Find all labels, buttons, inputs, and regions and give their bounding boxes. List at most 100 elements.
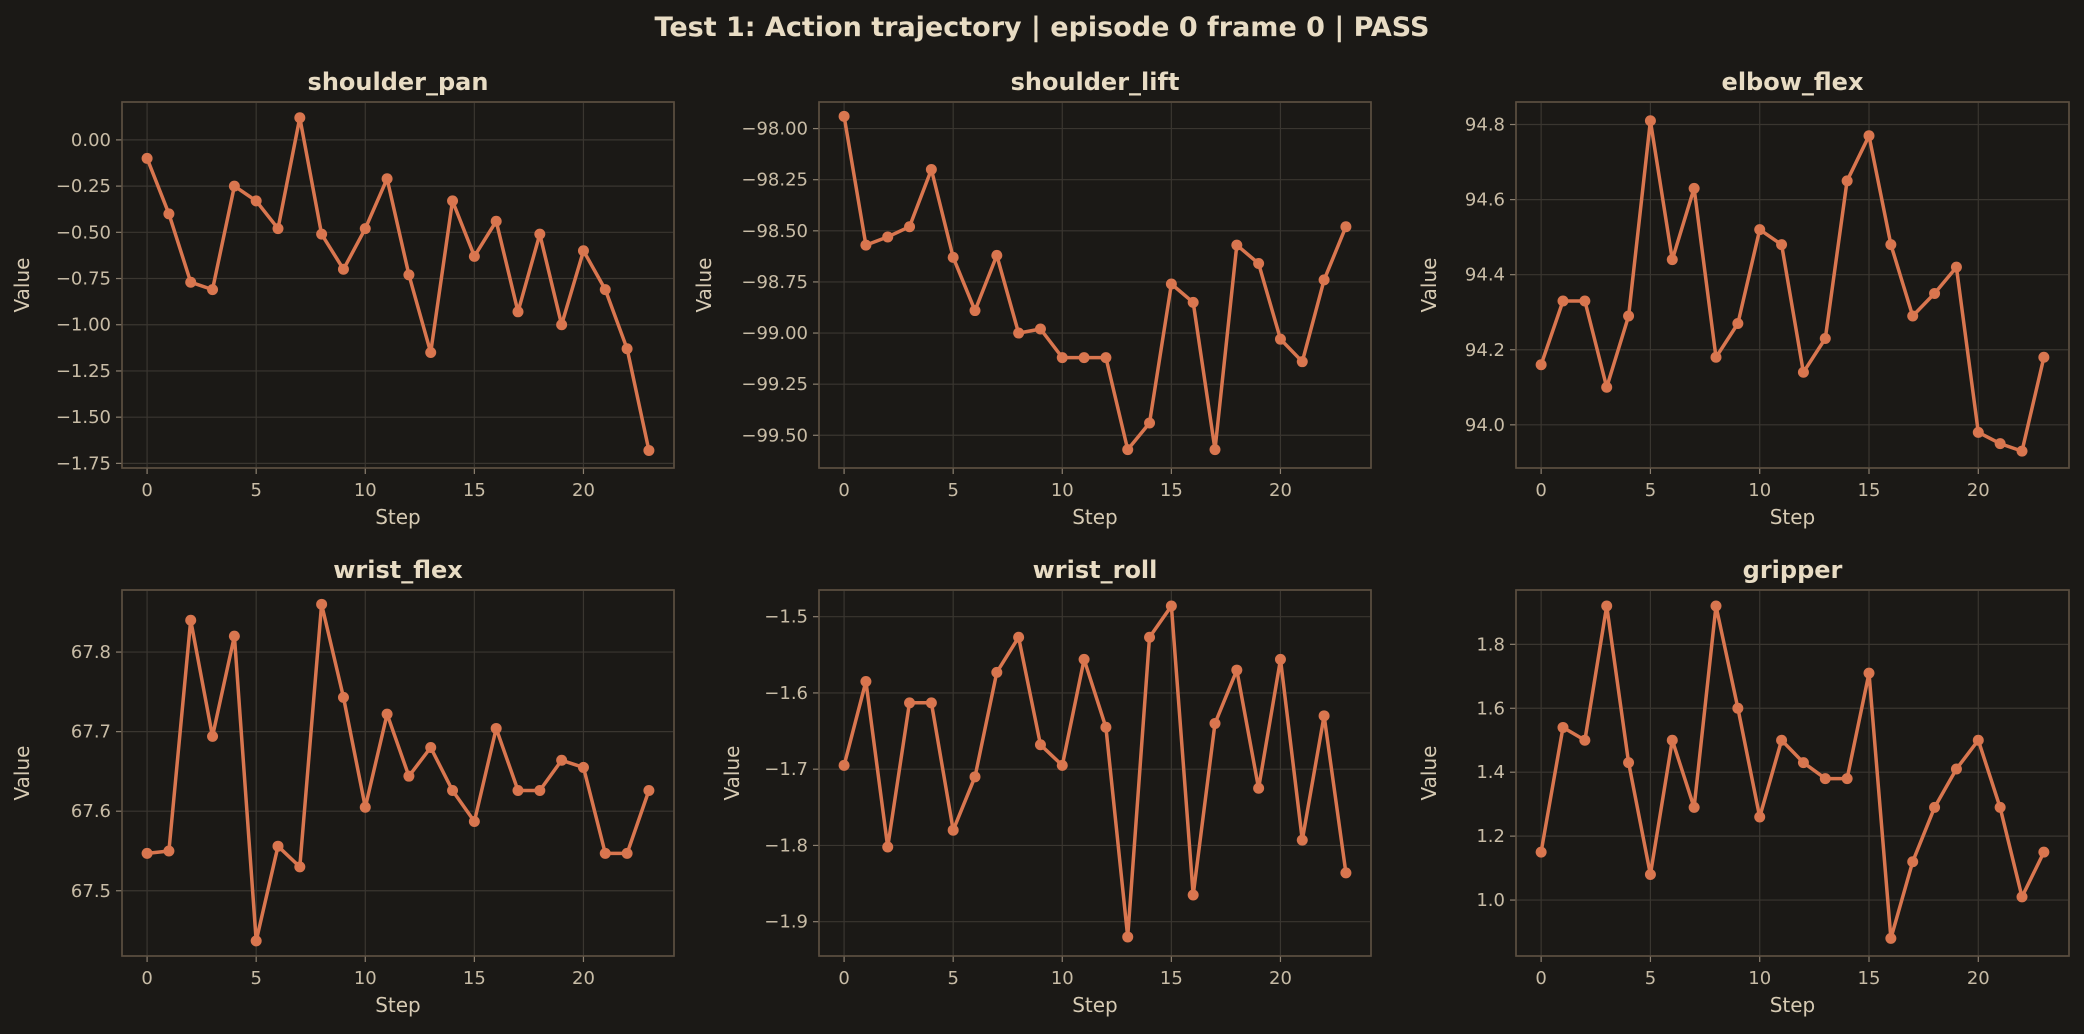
x-tick-label: 0 <box>838 968 849 989</box>
data-point <box>1253 782 1265 794</box>
x-axis-label: Step <box>1072 993 1118 1017</box>
subplot-title: wrist_roll <box>1033 556 1158 584</box>
data-point <box>250 935 262 947</box>
data-point <box>425 742 437 754</box>
data-point <box>838 759 850 771</box>
data-point <box>991 249 1003 261</box>
data-point <box>1231 664 1243 676</box>
x-tick-label: 0 <box>1535 480 1546 501</box>
y-tick-label: 67.8 <box>71 642 111 663</box>
y-tick-label: −1.50 <box>56 407 111 428</box>
data-point <box>1340 867 1352 879</box>
data-point <box>228 630 240 642</box>
data-point <box>1579 734 1591 746</box>
data-point <box>1535 359 1547 371</box>
data-point <box>1078 352 1090 364</box>
data-point <box>2016 445 2028 457</box>
data-point <box>534 785 546 797</box>
data-point <box>1274 653 1286 665</box>
y-tick-label: −98.50 <box>741 221 808 242</box>
data-point <box>577 761 589 773</box>
subplot-title: wrist_flex <box>333 556 463 584</box>
subplot-title: gripper <box>1743 556 1843 584</box>
y-axis-label: Value <box>10 258 34 313</box>
data-point <box>1034 323 1046 335</box>
data-point <box>1841 175 1853 187</box>
x-tick-label: 5 <box>947 968 958 989</box>
y-tick-label: 67.6 <box>71 801 111 822</box>
data-point <box>969 305 981 317</box>
y-tick-label: −98.75 <box>741 272 808 293</box>
subplot-title: shoulder_pan <box>308 68 489 96</box>
subplot-wrist_flex: 0 5 10 15 20 67.5 67.6 67.7 67.8 wrist_flex Step Va… <box>10 556 675 1017</box>
data-point <box>1209 444 1221 456</box>
data-point <box>1122 444 1134 456</box>
x-tick-label: 20 <box>1269 480 1292 501</box>
data-point <box>1056 352 1068 364</box>
data-point <box>1318 710 1330 722</box>
y-tick-label: 94.8 <box>1465 115 1505 136</box>
data-point <box>1710 600 1722 612</box>
data-point <box>1797 757 1809 769</box>
y-tick-label: −1.7 <box>764 759 808 780</box>
x-axis-label: Step <box>1770 993 1816 1017</box>
data-point <box>1776 734 1788 746</box>
data-point <box>1296 356 1308 368</box>
data-point <box>925 163 937 175</box>
x-axis-label: Step <box>375 993 421 1017</box>
x-tick-label: 10 <box>354 480 377 501</box>
data-point <box>294 112 306 124</box>
y-axis-label: Value <box>692 258 716 313</box>
y-tick-label: 67.5 <box>71 881 111 902</box>
data-point <box>1644 868 1656 880</box>
data-point <box>316 228 328 240</box>
y-tick-label: −1.9 <box>764 912 808 933</box>
x-tick-label: 5 <box>1645 968 1656 989</box>
x-tick-label: 0 <box>838 480 849 501</box>
data-point <box>1187 889 1199 901</box>
y-tick-label: −1.6 <box>764 683 808 704</box>
y-tick-label: −98.25 <box>741 170 808 191</box>
x-tick-label: 5 <box>250 480 261 501</box>
data-point <box>185 276 197 288</box>
data-point <box>490 215 502 227</box>
data-point <box>1601 381 1613 393</box>
data-point <box>447 195 459 207</box>
data-point <box>207 730 219 742</box>
data-point <box>1100 352 1112 364</box>
y-tick-label: −1.8 <box>764 835 808 856</box>
data-point <box>272 223 284 235</box>
data-point <box>316 598 328 610</box>
data-point <box>969 771 981 783</box>
data-point <box>947 824 959 836</box>
data-point <box>556 319 568 331</box>
data-point <box>1819 332 1831 344</box>
data-point <box>1557 721 1569 733</box>
data-point <box>1776 239 1788 251</box>
plot-area <box>121 589 675 957</box>
subplot-title: elbow_flex <box>1722 68 1864 96</box>
data-point <box>1557 295 1569 307</box>
data-point <box>1122 931 1134 943</box>
data-point <box>1950 763 1962 775</box>
data-point <box>947 251 959 263</box>
data-point <box>1907 856 1919 868</box>
data-point <box>882 841 894 853</box>
data-point <box>1688 182 1700 194</box>
x-tick-label: 5 <box>1645 480 1656 501</box>
data-point <box>1994 801 2006 813</box>
data-point <box>250 195 262 207</box>
data-point <box>621 343 633 355</box>
x-tick-label: 15 <box>463 480 486 501</box>
data-point <box>1819 773 1831 785</box>
data-point <box>904 221 916 233</box>
x-tick-label: 20 <box>1967 968 1990 989</box>
data-point <box>1732 317 1744 329</box>
data-point <box>1797 366 1809 378</box>
data-point <box>1034 739 1046 751</box>
y-tick-label: −0.75 <box>56 269 111 290</box>
data-point <box>1623 757 1635 769</box>
y-tick-label: −99.00 <box>741 323 808 344</box>
x-tick-label: 0 <box>141 968 152 989</box>
data-point <box>599 284 611 296</box>
